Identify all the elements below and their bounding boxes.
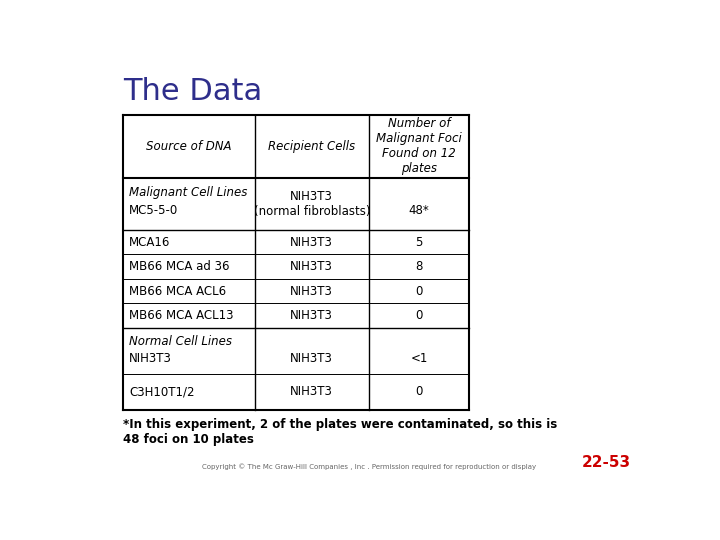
Text: NIH3T3
(normal fibroblasts): NIH3T3 (normal fibroblasts) <box>253 190 370 218</box>
Text: Copyright © The Mc Graw-Hill Companies , Inc . Permission required for reproduct: Copyright © The Mc Graw-Hill Companies ,… <box>202 463 536 470</box>
Text: MB66 MCA ACL13: MB66 MCA ACL13 <box>129 309 233 322</box>
Text: *In this experiment, 2 of the plates were contaminated, so this is
48 foci on 10: *In this experiment, 2 of the plates wer… <box>124 418 558 446</box>
Text: C3H10T1/2: C3H10T1/2 <box>129 385 194 399</box>
Text: NIH3T3: NIH3T3 <box>290 385 333 399</box>
Text: MB66 MCA ad 36: MB66 MCA ad 36 <box>129 260 230 273</box>
Text: The Data: The Data <box>124 77 263 106</box>
Text: 0: 0 <box>415 285 423 298</box>
Text: 0: 0 <box>415 385 423 399</box>
Text: Normal Cell Lines: Normal Cell Lines <box>129 335 232 348</box>
Text: MB66 MCA ACL6: MB66 MCA ACL6 <box>129 285 226 298</box>
Text: Malignant Cell Lines: Malignant Cell Lines <box>129 186 248 199</box>
Text: Source of DNA: Source of DNA <box>146 140 232 153</box>
Text: <1: <1 <box>410 352 428 365</box>
Text: 5: 5 <box>415 235 423 248</box>
Text: NIH3T3: NIH3T3 <box>290 285 333 298</box>
Text: 0: 0 <box>415 309 423 322</box>
Text: Recipient Cells: Recipient Cells <box>269 140 356 153</box>
Text: NIH3T3: NIH3T3 <box>290 235 333 248</box>
Text: NIH3T3: NIH3T3 <box>129 352 172 365</box>
Text: NIH3T3: NIH3T3 <box>290 260 333 273</box>
Text: Number of
Malignant Foci
Found on 12
plates: Number of Malignant Foci Found on 12 pla… <box>377 117 462 176</box>
Text: NIH3T3: NIH3T3 <box>290 309 333 322</box>
Text: 22-53: 22-53 <box>582 455 631 470</box>
Text: 48*: 48* <box>409 204 430 217</box>
Text: MCA16: MCA16 <box>129 235 171 248</box>
Text: NIH3T3: NIH3T3 <box>290 352 333 365</box>
Text: MC5-5-0: MC5-5-0 <box>129 204 179 217</box>
Text: 8: 8 <box>415 260 423 273</box>
